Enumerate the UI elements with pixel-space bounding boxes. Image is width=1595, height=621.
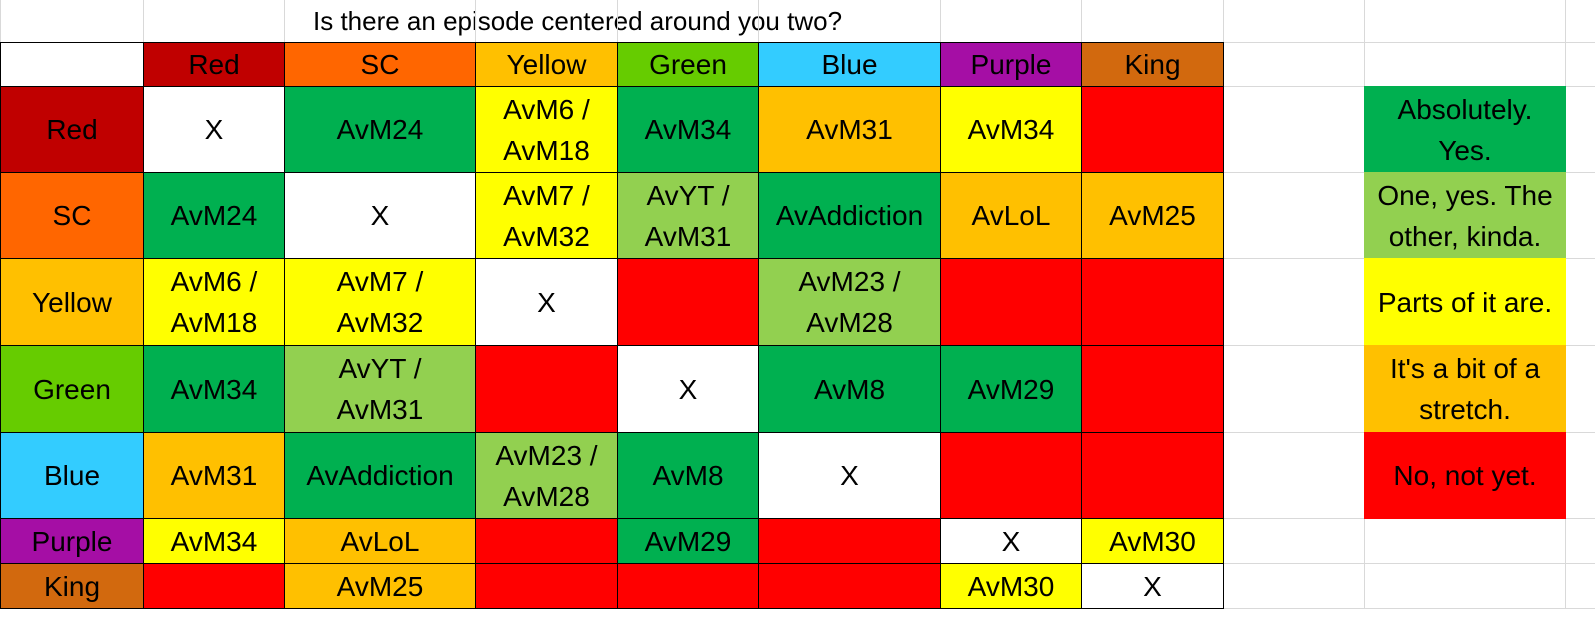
row-header-blue[interactable]: Blue — [0, 432, 144, 519]
matrix-cell[interactable]: AvM25 — [1081, 172, 1224, 259]
matrix-cell[interactable]: X — [475, 258, 618, 346]
matrix-cell[interactable]: AvM31 — [143, 432, 285, 519]
matrix-cell[interactable]: AvM23 / AvM28 — [475, 432, 618, 519]
column-header-king[interactable]: King — [1081, 42, 1224, 87]
column-header-sc[interactable]: SC — [284, 42, 476, 87]
matrix-cell[interactable] — [758, 563, 941, 609]
matrix-cell[interactable] — [1081, 258, 1224, 346]
row-header-king[interactable]: King — [0, 563, 144, 609]
matrix-cell[interactable]: X — [143, 86, 285, 173]
matrix-cell[interactable] — [1081, 432, 1224, 519]
column-header-red[interactable]: Red — [143, 42, 285, 87]
matrix-cell[interactable] — [940, 432, 1082, 519]
matrix-cell[interactable]: AvAddiction — [758, 172, 941, 259]
matrix-cell[interactable]: AvM24 — [143, 172, 285, 259]
matrix-cell[interactable] — [1081, 345, 1224, 433]
matrix-cell[interactable]: AvM8 — [617, 432, 759, 519]
matrix-cell[interactable] — [617, 258, 759, 346]
matrix-cell[interactable] — [758, 518, 941, 564]
matrix-cell[interactable] — [617, 563, 759, 609]
matrix-cell[interactable] — [1081, 86, 1224, 173]
matrix-cell[interactable]: AvLoL — [940, 172, 1082, 259]
matrix-cell[interactable]: AvM24 — [284, 86, 476, 173]
matrix-cell[interactable]: AvAddiction — [284, 432, 476, 519]
matrix-cell[interactable]: AvM6 / AvM18 — [475, 86, 618, 173]
legend-parts[interactable]: Parts of it are. — [1364, 258, 1566, 346]
row-header-yellow[interactable]: Yellow — [0, 258, 144, 346]
matrix-cell[interactable]: AvM8 — [758, 345, 941, 433]
matrix-cell[interactable]: AvLoL — [284, 518, 476, 564]
matrix-cell[interactable]: AvM34 — [143, 518, 285, 564]
column-header-yellow[interactable]: Yellow — [475, 42, 618, 87]
matrix-cell[interactable]: AvM34 — [143, 345, 285, 433]
matrix-cell[interactable]: AvM6 / AvM18 — [143, 258, 285, 346]
legend-one-kinda[interactable]: One, yes. The other, kinda. — [1364, 172, 1566, 259]
matrix-cell[interactable]: AvM7 / AvM32 — [475, 172, 618, 259]
matrix-cell[interactable]: AvM29 — [940, 345, 1082, 433]
matrix-cell[interactable] — [475, 518, 618, 564]
matrix-cell[interactable]: AvM25 — [284, 563, 476, 609]
matrix-cell[interactable] — [475, 345, 618, 433]
matrix-cell[interactable]: AvYT / AvM31 — [284, 345, 476, 433]
matrix-cell[interactable]: AvM34 — [940, 86, 1082, 173]
matrix-cell[interactable]: AvYT / AvM31 — [617, 172, 759, 259]
row-header-purple[interactable]: Purple — [0, 518, 144, 564]
matrix-cell[interactable]: X — [940, 518, 1082, 564]
column-header-blue[interactable]: Blue — [758, 42, 941, 87]
matrix-cell[interactable]: X — [284, 172, 476, 259]
matrix-cell[interactable]: AvM34 — [617, 86, 759, 173]
row-header-green[interactable]: Green — [0, 345, 144, 433]
chart-title[interactable]: Is there an episode centered around you … — [313, 6, 843, 36]
matrix-cell[interactable]: AvM30 — [940, 563, 1082, 609]
column-header-purple[interactable]: Purple — [940, 42, 1082, 87]
matrix-cell[interactable]: AvM31 — [758, 86, 941, 173]
column-header-green[interactable]: Green — [617, 42, 759, 87]
matrix-cell[interactable]: AvM7 / AvM32 — [284, 258, 476, 346]
matrix-cell[interactable]: X — [758, 432, 941, 519]
matrix-cell[interactable] — [940, 258, 1082, 346]
matrix-cell[interactable]: X — [617, 345, 759, 433]
matrix-cell[interactable]: X — [1081, 563, 1224, 609]
legend-not-yet[interactable]: No, not yet. — [1364, 432, 1566, 519]
legend-absolutely[interactable]: Absolutely. Yes. — [1364, 86, 1566, 173]
sheet-title-row: Is there an episode centered around you … — [0, 0, 1224, 42]
matrix-cell[interactable] — [143, 563, 285, 609]
matrix-cell[interactable]: AvM23 / AvM28 — [758, 258, 941, 346]
row-header-sc[interactable]: SC — [0, 172, 144, 259]
matrix-cell[interactable]: AvM29 — [617, 518, 759, 564]
row-header-red[interactable]: Red — [0, 86, 144, 173]
matrix-cell[interactable] — [475, 563, 618, 609]
legend-stretch[interactable]: It's a bit of a stretch. — [1364, 345, 1566, 433]
corner-cell[interactable] — [0, 42, 144, 87]
matrix-cell[interactable]: AvM30 — [1081, 518, 1224, 564]
